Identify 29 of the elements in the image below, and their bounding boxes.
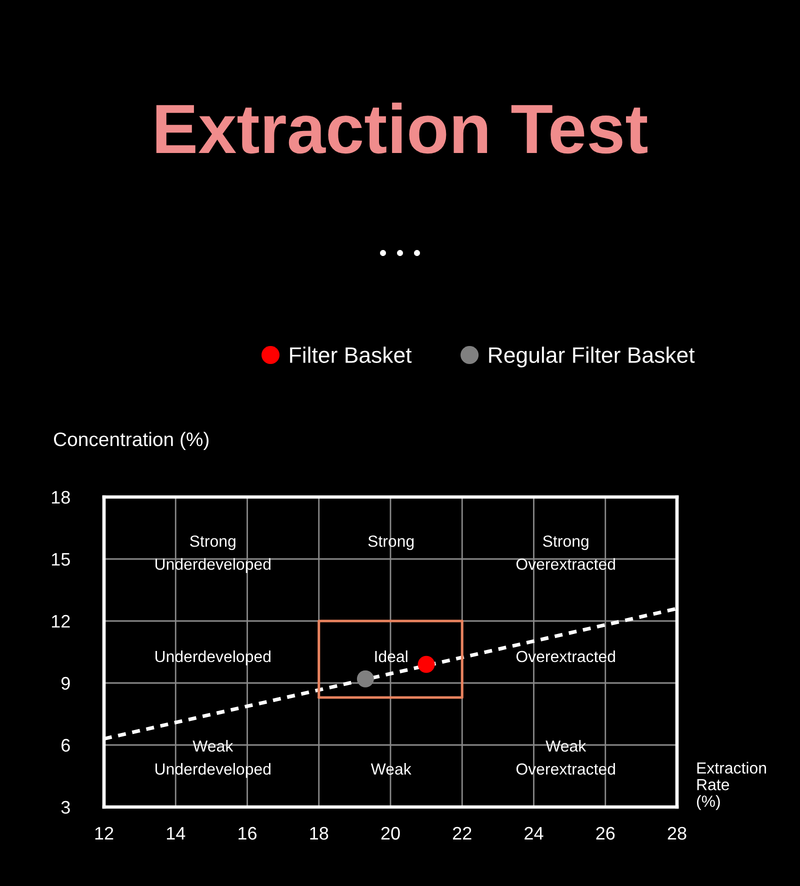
- y-axis-title: Concentration (%): [54, 432, 208, 450]
- x-tick-label: 14: [166, 827, 186, 840]
- annotation: Strong Overextracted: [516, 536, 615, 570]
- annotation: Strong: [368, 536, 414, 550]
- annotation: Overextracted: [516, 650, 615, 662]
- y-tick-label: 12: [52, 614, 70, 628]
- x-tick-label: 26: [596, 826, 615, 840]
- x-tick-label: 22: [452, 826, 472, 840]
- y-tick-label: 18: [52, 490, 70, 504]
- annotation: Weak Underdeveloped: [156, 740, 270, 778]
- y-tick-label: 9: [61, 676, 70, 690]
- chart-title: Extraction Test: [156, 102, 648, 154]
- legend-label: Regular Filter Basket: [489, 346, 695, 368]
- x-tick-label: 18: [310, 826, 328, 840]
- annotation: Underdeveloped: [156, 650, 270, 666]
- annotation: Weak: [370, 762, 412, 775]
- annotation: Weak Overextracted: [516, 740, 615, 775]
- x-tick-label: 20: [381, 826, 400, 840]
- x-tick-label: 12: [95, 826, 114, 840]
- annotation: Ideal: [375, 650, 408, 662]
- x-tick-label: 24: [524, 826, 544, 840]
- x-axis-title: Extraction Rate (%): [696, 762, 766, 810]
- x-tick-label: 16: [238, 826, 256, 840]
- y-tick-label: 6: [62, 738, 70, 752]
- x-tick-label: 28: [668, 826, 686, 840]
- annotation: Strong Underdeveloped: [156, 536, 270, 574]
- y-tick-label: 3: [61, 800, 70, 814]
- legend-label: Filter Basket: [290, 346, 412, 363]
- y-tick-label: 15: [52, 553, 70, 566]
